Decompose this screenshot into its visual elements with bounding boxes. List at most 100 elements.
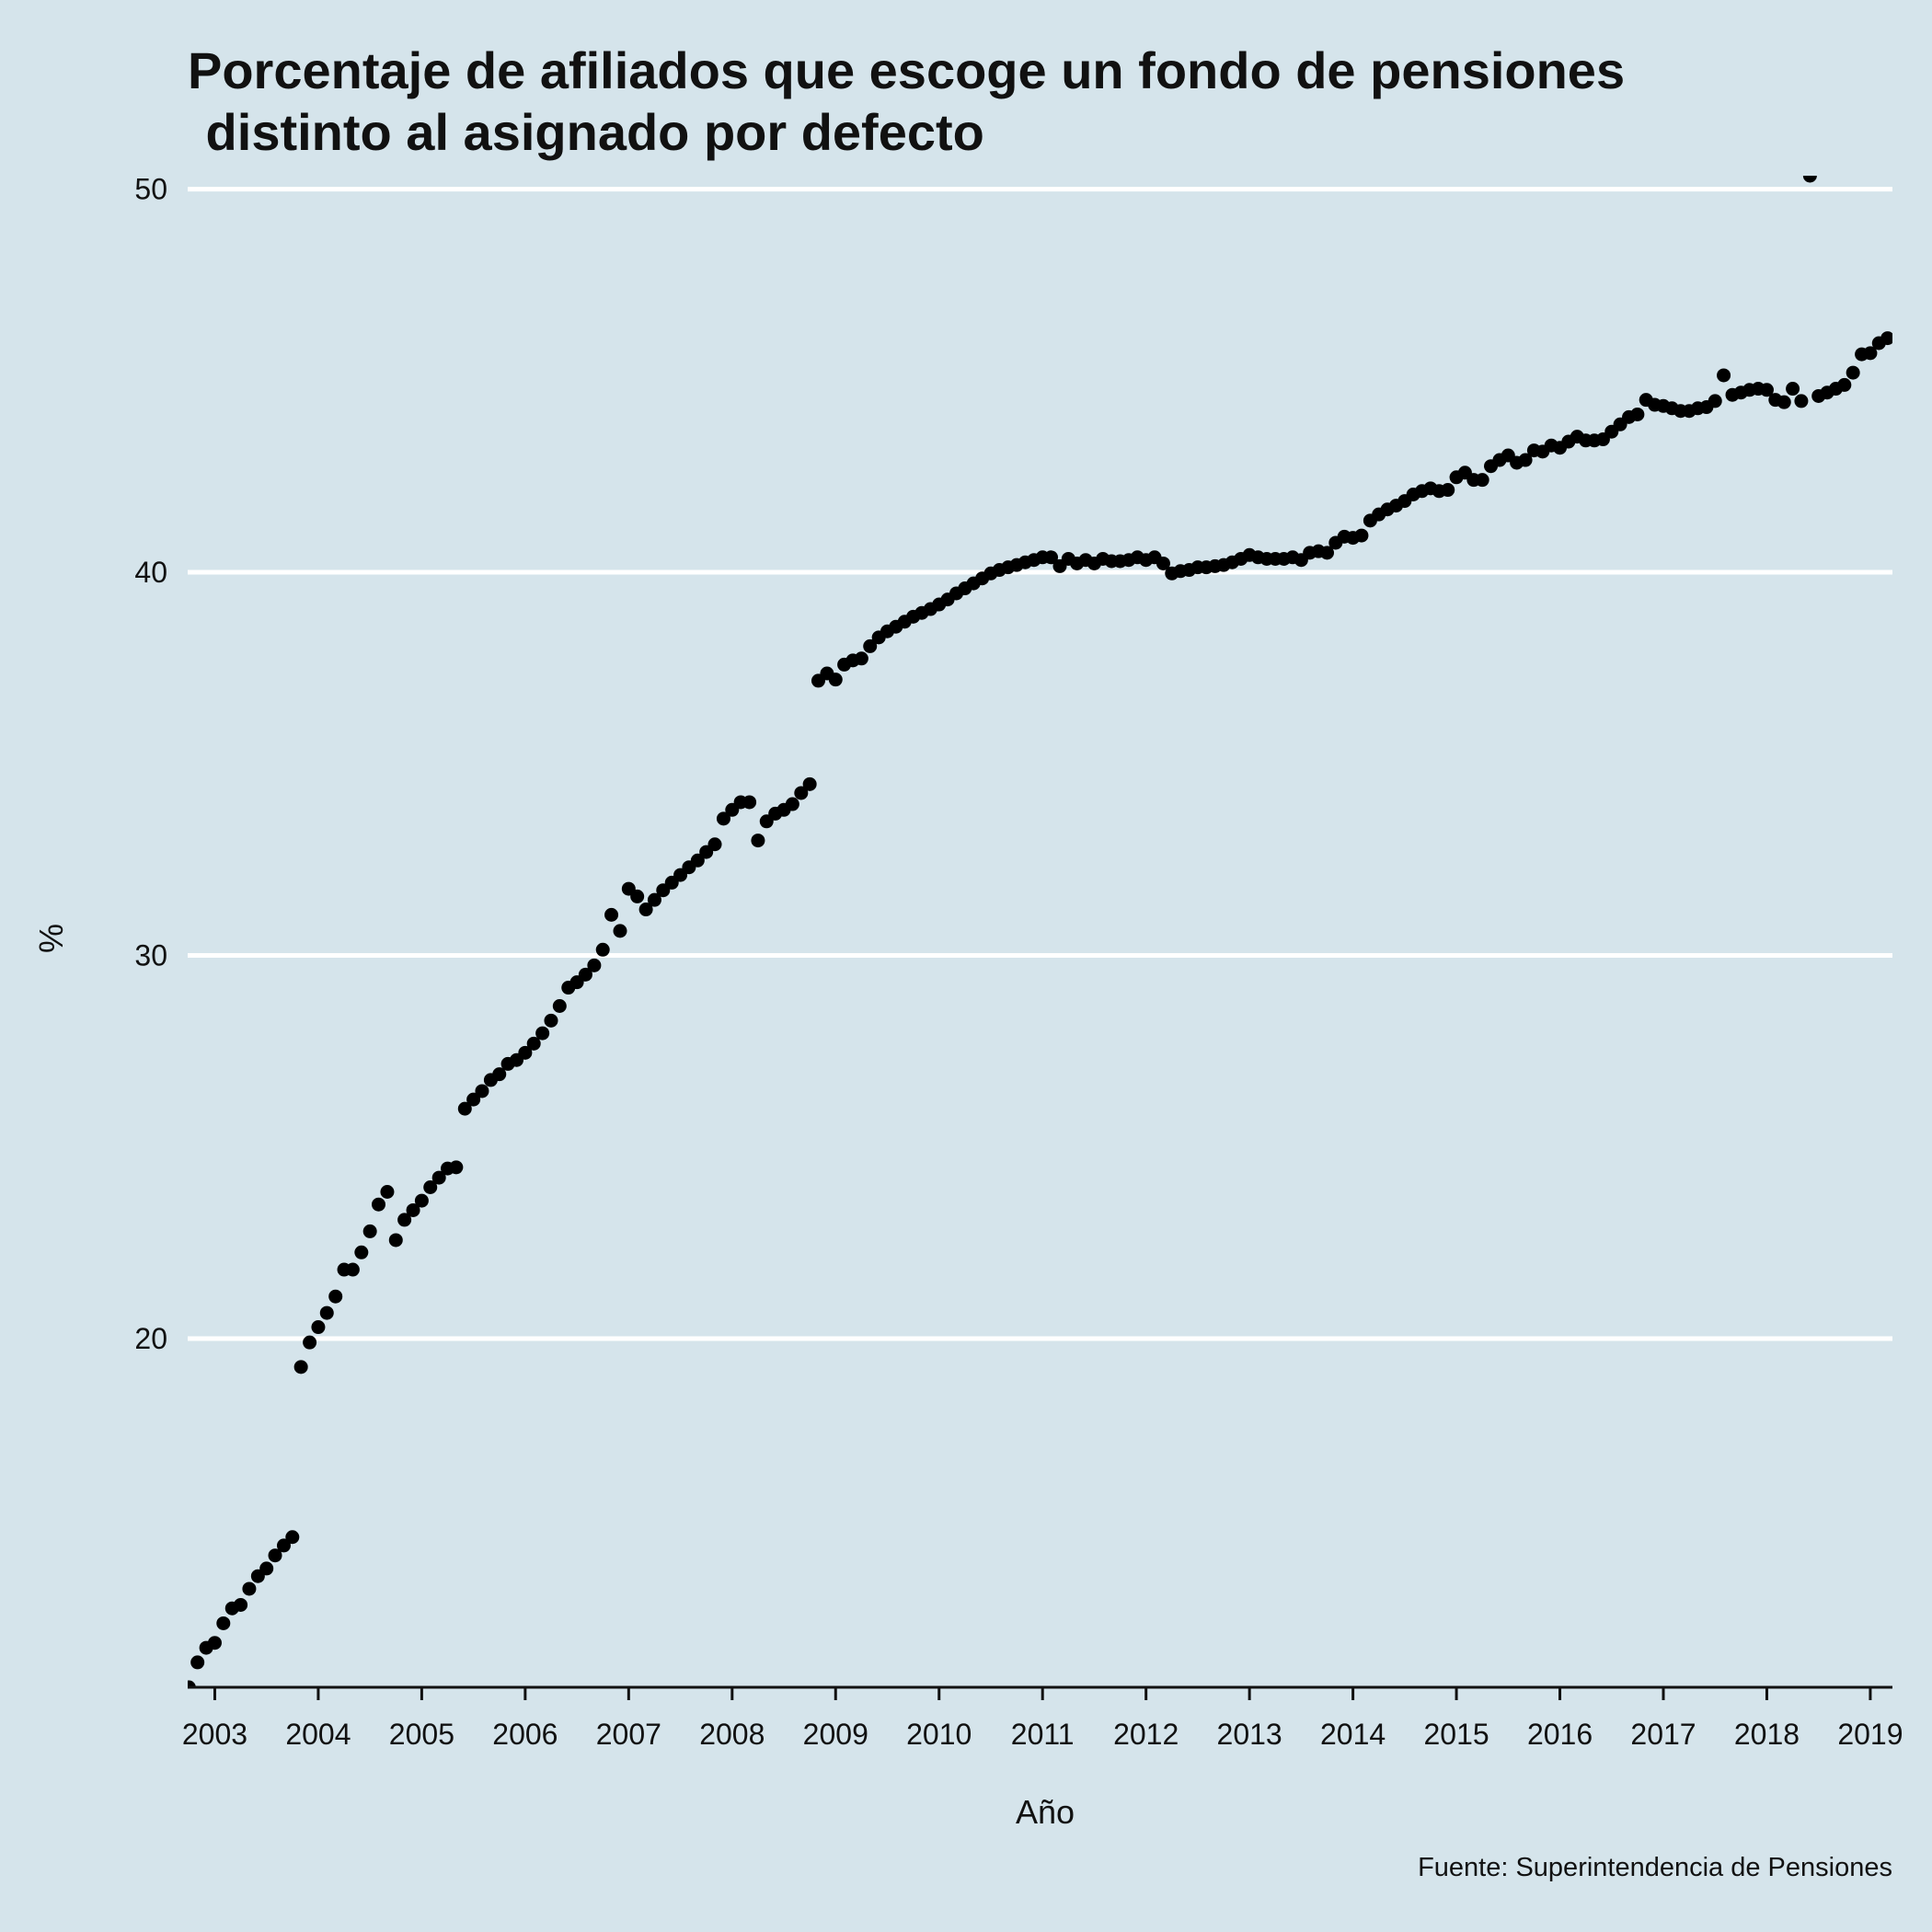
point	[716, 811, 730, 826]
point	[1441, 483, 1455, 498]
point	[707, 837, 722, 852]
point	[785, 797, 799, 811]
point	[414, 1193, 429, 1208]
point	[535, 1026, 550, 1041]
x-tick-label: 2004	[285, 1718, 351, 1751]
point	[354, 1245, 369, 1259]
x-tick-label: 2010	[906, 1718, 972, 1751]
x-tick-label: 2017	[1630, 1718, 1696, 1751]
point	[388, 1233, 403, 1248]
x-axis: 2003 2004 2005 2006 2007 2008 2009 2010 2011 2012…	[182, 1685, 1903, 1751]
point	[863, 638, 878, 653]
y-tick-label: 20	[134, 1322, 167, 1355]
x-tick-label: 2009	[803, 1718, 868, 1751]
point	[397, 1213, 412, 1227]
x-tick-label: 2005	[389, 1718, 454, 1751]
point	[293, 1360, 308, 1374]
y-tick-label: 40	[134, 556, 167, 589]
point	[1786, 382, 1800, 397]
grid: 20 30 40 50	[134, 173, 1892, 1355]
y-tick-label: 50	[134, 173, 167, 206]
x-tick-label: 2016	[1527, 1718, 1593, 1751]
point	[188, 1680, 196, 1687]
point	[285, 1530, 300, 1545]
point	[1759, 383, 1774, 397]
point	[1880, 331, 1892, 346]
point	[345, 1262, 360, 1277]
point	[638, 903, 653, 917]
point	[190, 1655, 205, 1670]
points	[188, 176, 1892, 1687]
chart-title: distinto al asignado por defecto	[191, 103, 984, 161]
point	[1475, 473, 1489, 488]
x-tick-label: 2008	[699, 1718, 765, 1751]
point	[276, 1538, 291, 1553]
point	[1846, 365, 1860, 380]
point	[526, 1036, 541, 1051]
point	[1717, 368, 1731, 383]
point	[1777, 395, 1791, 409]
point	[647, 892, 661, 907]
point	[423, 1179, 438, 1194]
point	[328, 1289, 343, 1304]
x-tick-label: 2013	[1217, 1718, 1282, 1751]
point	[362, 1224, 377, 1238]
point	[587, 958, 602, 972]
x-tick-label: 2019	[1837, 1718, 1903, 1751]
y-axis-title: %	[32, 924, 70, 953]
point	[742, 795, 757, 810]
point	[690, 853, 705, 868]
point	[406, 1202, 420, 1217]
point	[1319, 546, 1334, 560]
point	[544, 1013, 558, 1028]
point	[311, 1320, 326, 1335]
point	[457, 1101, 472, 1116]
point	[466, 1092, 481, 1107]
point	[518, 1045, 533, 1060]
point	[319, 1305, 334, 1320]
point	[1708, 394, 1722, 408]
x-tick-label: 2014	[1320, 1718, 1386, 1751]
point	[1354, 528, 1369, 543]
point	[492, 1067, 507, 1082]
x-tick-label: 2018	[1734, 1718, 1800, 1751]
point	[268, 1548, 282, 1563]
point	[794, 786, 809, 800]
caption: Fuente: Superintendencia de Pensiones	[1418, 1853, 1892, 1882]
point	[380, 1184, 395, 1199]
x-tick-label: 2006	[492, 1718, 558, 1751]
point	[604, 907, 619, 922]
point	[1802, 176, 1817, 183]
point	[1518, 453, 1533, 467]
point	[1837, 377, 1852, 392]
point	[854, 651, 868, 666]
point	[751, 834, 765, 848]
y-tick-label: 30	[134, 939, 167, 972]
point	[1863, 346, 1878, 361]
point	[1630, 407, 1645, 421]
x-tick-label: 2012	[1113, 1718, 1179, 1751]
x-tick-label: 2007	[596, 1718, 661, 1751]
chart-title: Porcentaje de afiliados que escoge un fo…	[188, 41, 1625, 99]
x-tick-label: 2011	[1011, 1718, 1075, 1751]
point	[828, 673, 843, 687]
point	[802, 776, 817, 791]
point	[613, 924, 627, 938]
point	[303, 1335, 317, 1350]
point	[595, 942, 610, 957]
point	[552, 999, 567, 1014]
point	[475, 1084, 489, 1098]
point	[630, 889, 645, 903]
point	[1156, 556, 1170, 570]
point	[449, 1160, 464, 1175]
point	[1044, 550, 1059, 565]
point	[207, 1636, 222, 1650]
point	[216, 1616, 231, 1630]
x-tick-label: 2003	[182, 1718, 247, 1751]
point	[234, 1597, 248, 1612]
point	[431, 1170, 446, 1185]
point	[259, 1561, 274, 1576]
